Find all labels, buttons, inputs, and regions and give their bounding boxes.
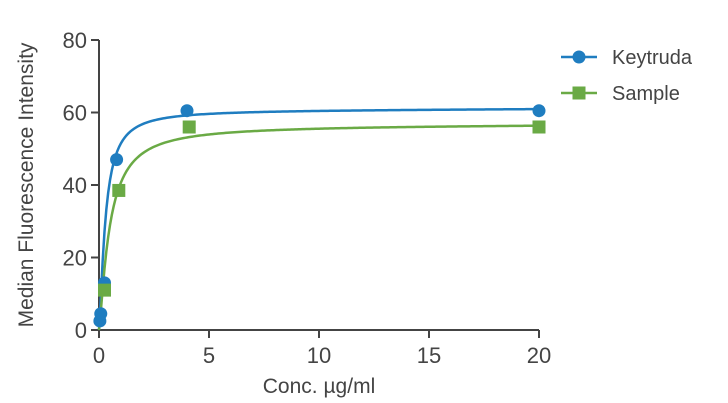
point-sample: [532, 120, 546, 134]
point-keytruda: [94, 307, 108, 321]
data-points: [93, 104, 546, 328]
legend-marker-circle: [572, 50, 586, 64]
x-axis-title: Conc. µg/ml: [263, 375, 375, 398]
x-tick-label: 0: [93, 343, 105, 368]
x-ticks: 0 5 10 15 20: [93, 330, 551, 368]
point-sample: [182, 120, 196, 134]
y-tick-label: 40: [63, 173, 87, 198]
legend: Keytruda Sample: [561, 47, 693, 105]
point-sample: [98, 283, 111, 297]
legend-label-sample: Sample: [612, 83, 680, 105]
fit-curve-sample: [97, 124, 540, 331]
axes: [98, 40, 539, 331]
y-tick-label: 60: [63, 101, 87, 126]
legend-label-keytruda: Keytruda: [612, 47, 693, 69]
x-tick-label: 15: [417, 343, 441, 368]
y-ticks: 0 20 40 60 80: [63, 28, 99, 343]
x-tick-label: 5: [203, 343, 215, 368]
y-axis-title: Median Fluorescence Intensity: [15, 42, 38, 327]
fit-curves: [97, 107, 540, 331]
point-keytruda: [110, 153, 124, 167]
y-tick-label: 0: [75, 318, 87, 343]
point-keytruda: [532, 104, 546, 118]
fit-curve-keytruda: [97, 107, 540, 331]
y-tick-label: 80: [63, 28, 87, 53]
x-tick-label: 20: [527, 343, 551, 368]
x-tick-label: 10: [307, 343, 331, 368]
legend-marker-square: [572, 86, 586, 100]
y-tick-label: 20: [63, 246, 87, 271]
point-keytruda: [180, 104, 194, 118]
point-sample: [112, 183, 126, 197]
